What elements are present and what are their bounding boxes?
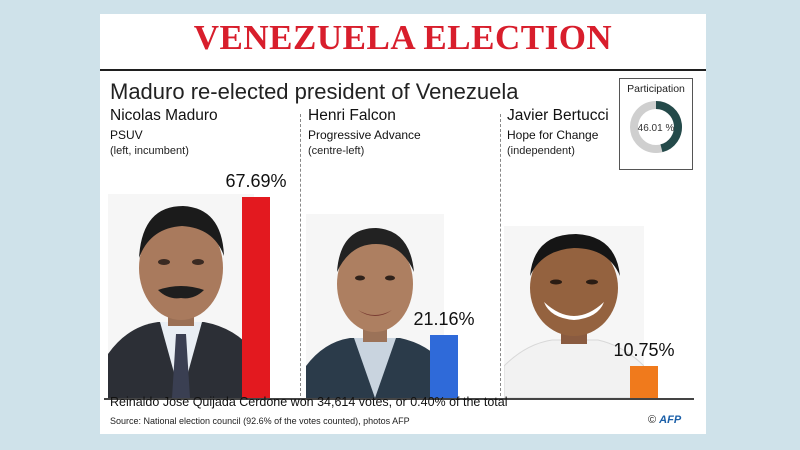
credit: © AFP [648,414,681,426]
candidate-party-falcon: Progressive Advance [308,128,421,142]
copyright-symbol: © [648,414,657,426]
afp-logo: AFP [659,414,682,426]
headline-rule [100,69,706,71]
source-note: Source: National election council (92.6%… [110,416,410,426]
column-divider [500,114,501,396]
participation-ring-fill [655,101,682,153]
infographic-card: VENEZUELA ELECTION Maduro re-elected pre… [100,14,706,434]
value-label-falcon: 21.16% [413,309,475,330]
headline: VENEZUELA ELECTION [193,18,613,57]
photo-bertucci [504,226,644,398]
candidate-desc-bertucci: (independent) [507,145,575,157]
value-label-maduro: 67.69% [225,170,287,191]
candidate-desc-falcon: (centre-left) [308,145,365,157]
chart-baseline [104,398,694,400]
chart-subtitle: Maduro re-elected president of Venezuela [110,79,519,104]
participation-value: 46.01 % [637,123,675,134]
participation-box: Participation 46.01 % [619,78,693,170]
candidate-name-maduro: Nicolas Maduro [110,107,218,124]
photo-maduro [108,194,254,398]
candidate-name-bertucci: Javier Bertucci [507,107,609,124]
participation-donut [630,101,682,153]
footnote: Reinaldo Jose Quijada Cerdone won 34,614… [110,395,508,409]
candidate-name-falcon: Henri Falcon [308,107,396,124]
participation-label: Participation [627,83,685,95]
bar-maduro [242,196,270,398]
candidate-party-bertucci: Hope for Change [507,128,599,142]
candidate-desc-maduro: (left, incumbent) [110,145,189,157]
column-divider [300,114,301,396]
bar-falcon [430,335,458,398]
value-label-bertucci: 10.75% [613,340,675,361]
bar-bertucci [630,366,658,398]
candidate-party-maduro: PSUV [110,128,143,142]
photo-falcon [306,214,444,398]
